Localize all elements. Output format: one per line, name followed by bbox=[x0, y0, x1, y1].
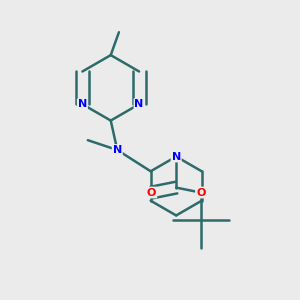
Text: N: N bbox=[134, 99, 144, 109]
Text: N: N bbox=[172, 152, 181, 161]
Text: O: O bbox=[196, 188, 206, 197]
Text: N: N bbox=[113, 145, 122, 155]
Text: N: N bbox=[78, 99, 87, 109]
Text: O: O bbox=[147, 188, 156, 197]
